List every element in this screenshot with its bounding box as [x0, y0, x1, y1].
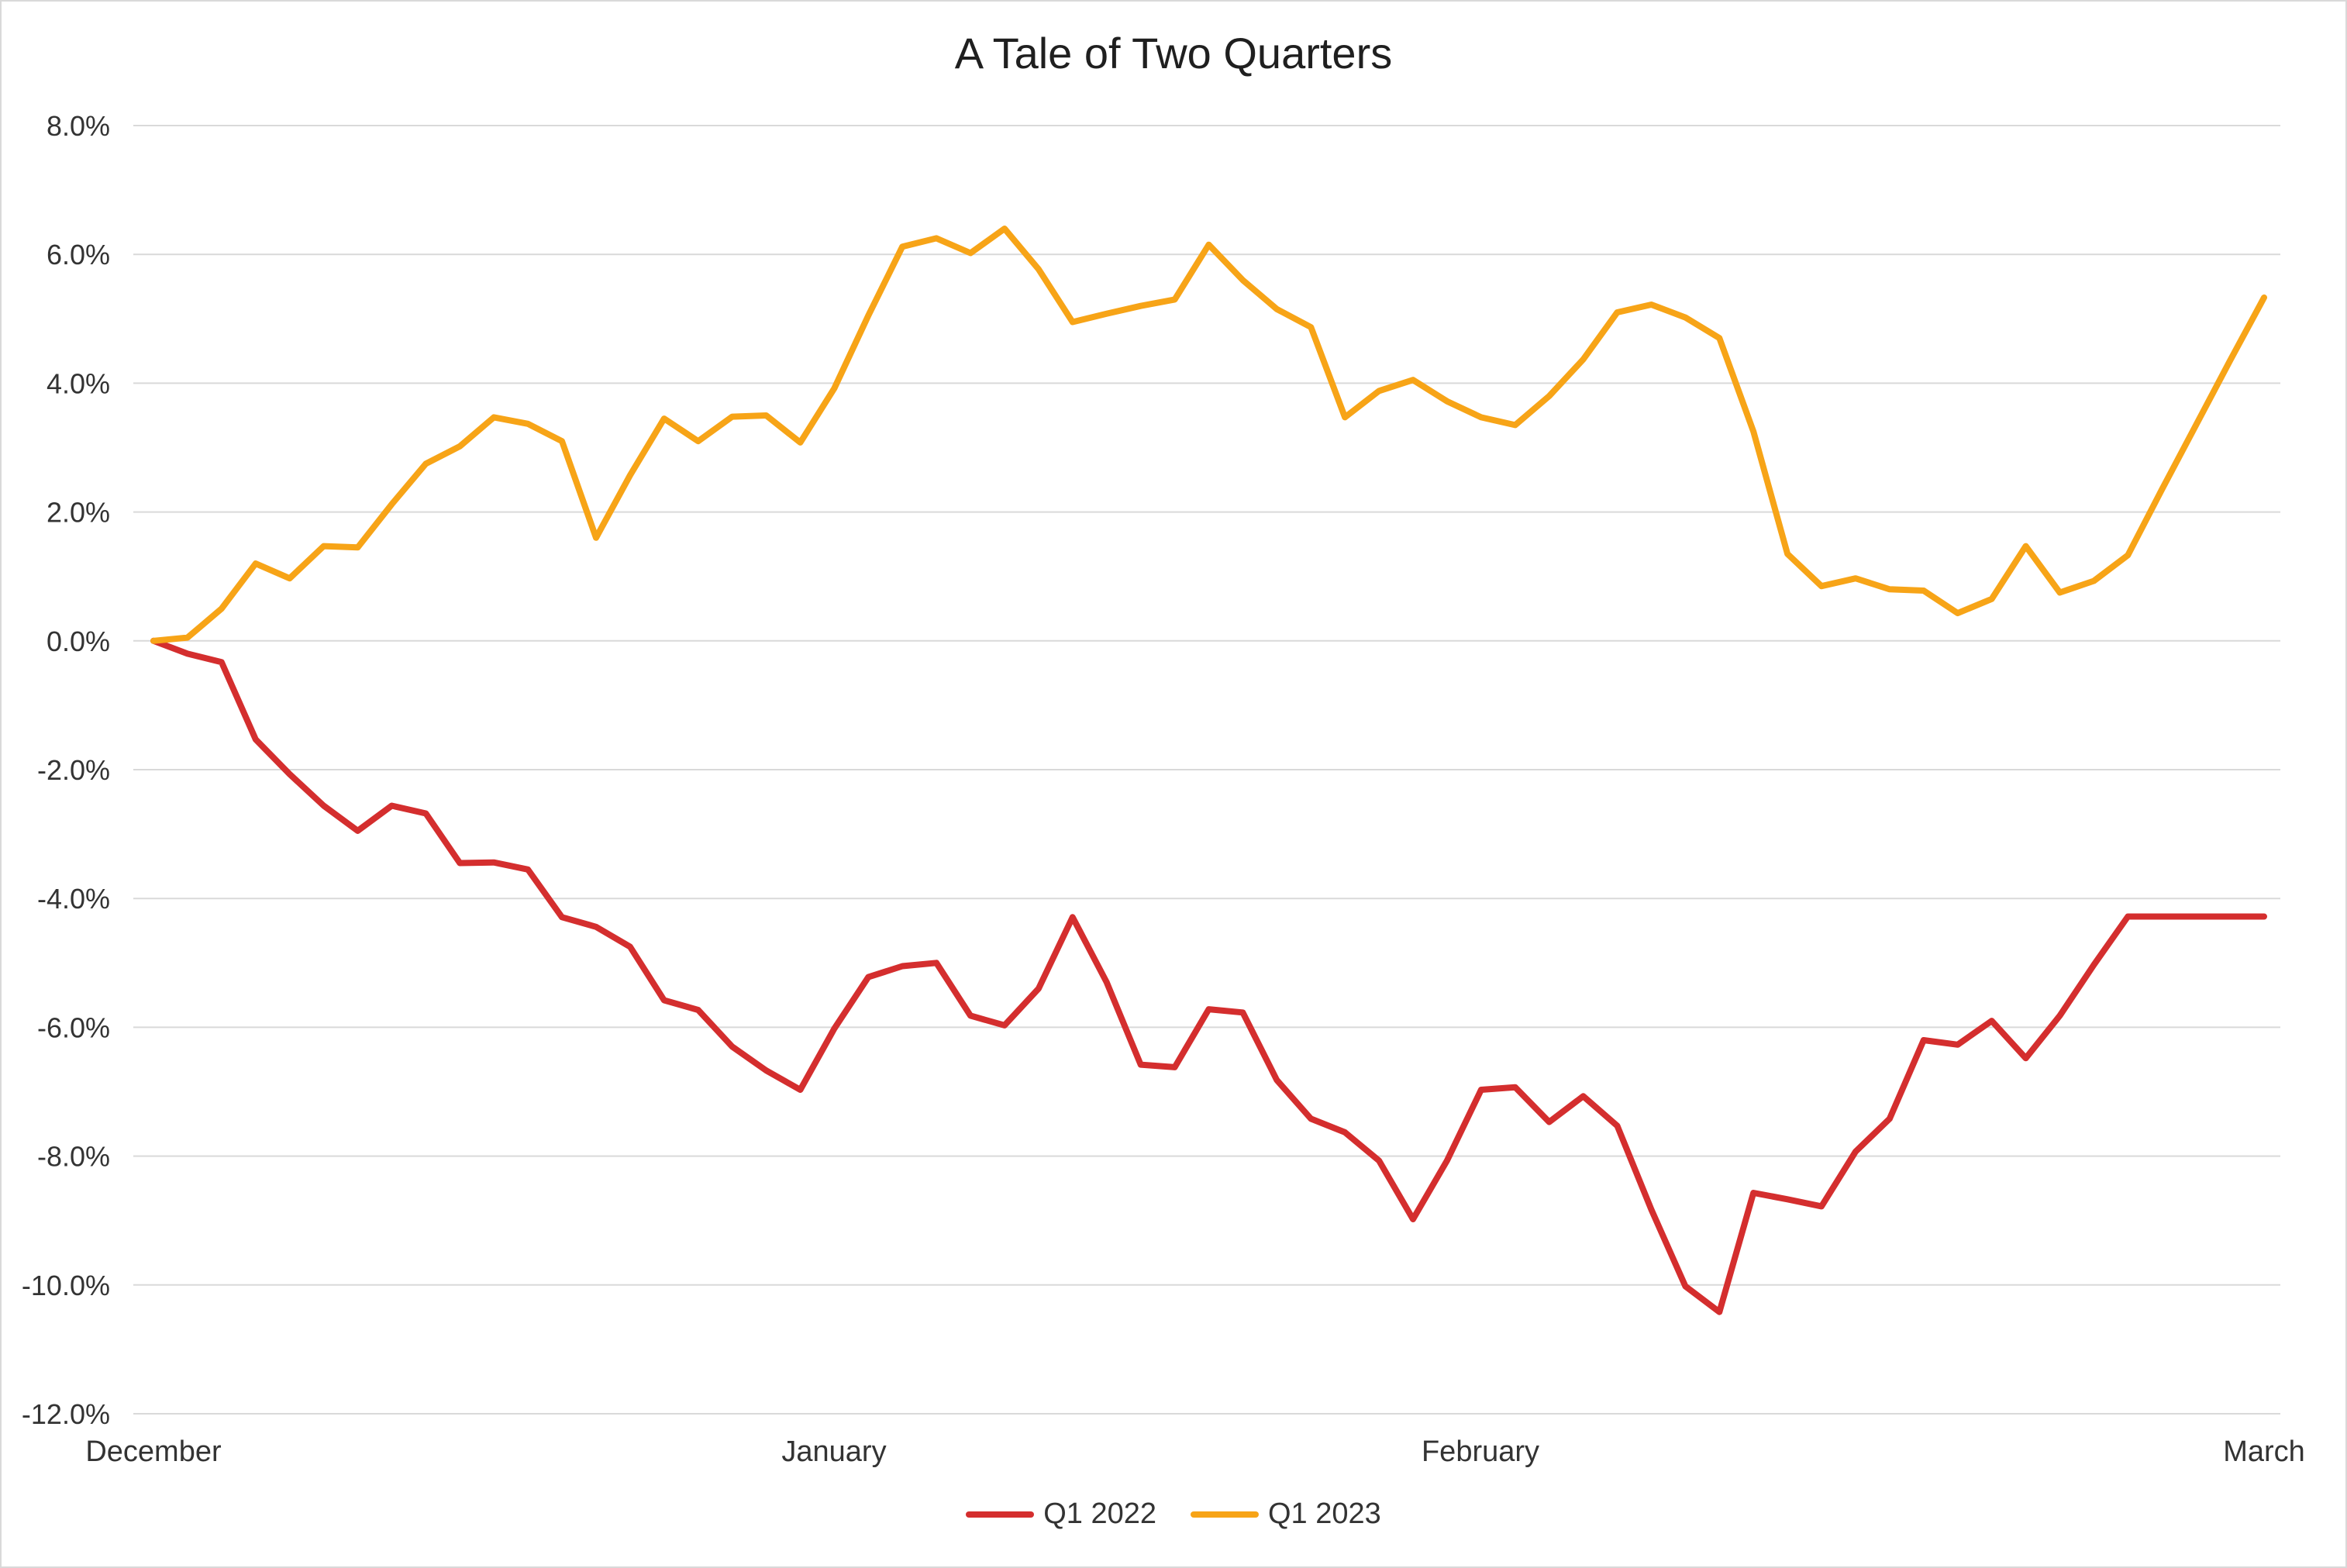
series-lines [150, 226, 2267, 1315]
x-tick-label: December [85, 1435, 222, 1468]
y-tick-label: 2.0% [47, 497, 110, 529]
legend-item-q1-2022: Q1 2022 [966, 1497, 1156, 1531]
y-tick-label: 0.0% [47, 625, 110, 657]
series-line-q1-2022 [150, 637, 2267, 1315]
series-line-q1-2023 [150, 226, 2267, 644]
y-tick-label: -2.0% [37, 754, 110, 786]
chart-title: A Tale of Two Quarters [954, 29, 1393, 78]
legend-swatch-q1-2023 [1191, 1511, 1259, 1518]
legend-label-q1-2022: Q1 2022 [1043, 1497, 1156, 1530]
legend-item-q1-2023: Q1 2023 [1191, 1497, 1381, 1531]
y-tick-label: -4.0% [37, 883, 110, 915]
y-tick-label: 4.0% [47, 367, 110, 399]
y-tick-label: -10.0% [22, 1270, 110, 1301]
y-tick-label: 6.0% [47, 239, 110, 271]
legend-swatch-q1-2022 [966, 1511, 1035, 1518]
y-tick-label: -8.0% [37, 1141, 110, 1173]
gridlines [133, 125, 2280, 1415]
legend: Q1 2022 Q1 2023 [0, 1497, 2347, 1531]
x-tick-label: February [1422, 1435, 1539, 1468]
x-tick-label: March [2223, 1435, 2305, 1468]
y-tick-label: -6.0% [37, 1011, 110, 1043]
x-axis-tick-labels: December January February March [85, 1435, 2304, 1468]
x-tick-label: January [781, 1435, 886, 1468]
y-tick-label: 8.0% [47, 110, 110, 142]
y-tick-label: -12.0% [22, 1398, 110, 1430]
legend-label-q1-2023: Q1 2023 [1268, 1497, 1381, 1530]
y-axis-tick-labels: 8.0% 6.0% 4.0% 2.0% 0.0% -2.0% -4.0% -6.0% -8.0%… [22, 110, 110, 1430]
